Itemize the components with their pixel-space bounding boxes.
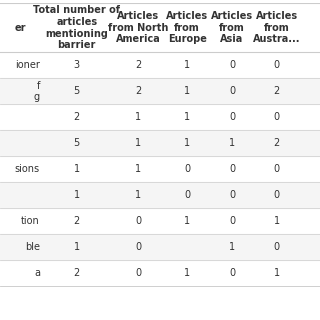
- Text: 0: 0: [229, 112, 235, 122]
- Text: Articles
from
Asia: Articles from Asia: [211, 11, 253, 44]
- Text: 2: 2: [74, 216, 80, 226]
- Text: 0: 0: [274, 190, 280, 200]
- Text: Articles
from North
America: Articles from North America: [108, 11, 169, 44]
- Text: 2: 2: [135, 86, 141, 96]
- Text: 5: 5: [74, 138, 80, 148]
- Text: 0: 0: [229, 190, 235, 200]
- Text: 2: 2: [74, 112, 80, 122]
- Text: 5: 5: [74, 86, 80, 96]
- Text: 0: 0: [229, 268, 235, 278]
- Text: 1: 1: [184, 112, 190, 122]
- Text: 0: 0: [229, 60, 235, 70]
- Bar: [0, 182, 320, 208]
- Text: 0: 0: [274, 112, 280, 122]
- Text: sions: sions: [15, 164, 40, 174]
- Bar: [0, 130, 320, 156]
- Text: 0: 0: [274, 242, 280, 252]
- Text: 1: 1: [229, 138, 235, 148]
- Text: a: a: [34, 268, 40, 278]
- Text: 0: 0: [184, 164, 190, 174]
- Text: 2: 2: [74, 268, 80, 278]
- Text: 1: 1: [184, 60, 190, 70]
- Text: tion: tion: [21, 216, 40, 226]
- Text: 1: 1: [135, 112, 141, 122]
- Text: ioner: ioner: [15, 60, 40, 70]
- Text: 1: 1: [135, 138, 141, 148]
- Text: 3: 3: [74, 60, 80, 70]
- Text: 1: 1: [74, 164, 80, 174]
- Text: f
g: f g: [34, 81, 40, 102]
- Text: 1: 1: [229, 242, 235, 252]
- Text: 2: 2: [274, 138, 280, 148]
- Text: ble: ble: [25, 242, 40, 252]
- Text: 0: 0: [135, 268, 141, 278]
- Text: Articles
from
Austra...: Articles from Austra...: [253, 11, 300, 44]
- Text: 2: 2: [274, 86, 280, 96]
- Text: 0: 0: [274, 60, 280, 70]
- Text: 1: 1: [274, 216, 280, 226]
- Text: 1: 1: [274, 268, 280, 278]
- Text: Articles
from
Europe: Articles from Europe: [166, 11, 208, 44]
- Text: 0: 0: [135, 242, 141, 252]
- Text: 0: 0: [135, 216, 141, 226]
- Text: 0: 0: [229, 86, 235, 96]
- Text: 1: 1: [184, 86, 190, 96]
- Text: 1: 1: [184, 138, 190, 148]
- Text: 1: 1: [74, 190, 80, 200]
- Text: 1: 1: [74, 242, 80, 252]
- Text: er: er: [15, 23, 27, 33]
- Text: 1: 1: [135, 190, 141, 200]
- Text: 1: 1: [184, 268, 190, 278]
- Text: 2: 2: [135, 60, 141, 70]
- Text: Total number of
articles
mentioning
barrier: Total number of articles mentioning barr…: [33, 5, 120, 50]
- Text: 1: 1: [184, 216, 190, 226]
- Text: 0: 0: [274, 164, 280, 174]
- Text: 1: 1: [135, 164, 141, 174]
- Bar: [0, 234, 320, 260]
- Text: 0: 0: [229, 216, 235, 226]
- Text: 0: 0: [184, 190, 190, 200]
- Text: 0: 0: [229, 164, 235, 174]
- Bar: [0, 78, 320, 104]
